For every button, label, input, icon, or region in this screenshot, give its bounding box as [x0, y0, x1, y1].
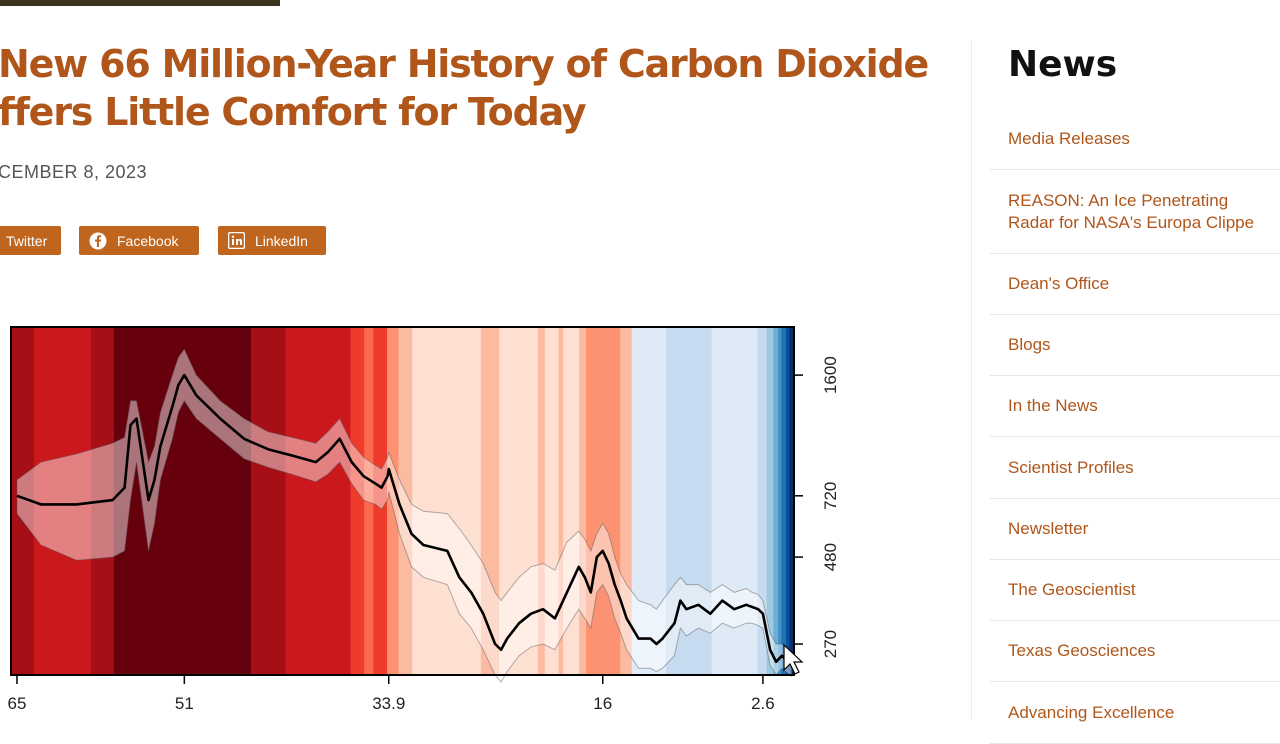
warming-stripe [412, 327, 482, 675]
sidebar-link[interactable]: Newsletter [1008, 519, 1089, 538]
sidebar-link-line: Radar for NASA's Europa Clippe [1008, 212, 1255, 232]
sidebar-link[interactable]: Scientist Profiles [1008, 457, 1134, 477]
sidebar-news-list: Media Releases REASON: An Ice Penetratin… [990, 108, 1280, 744]
share-twitter-button[interactable]: Twitter [0, 226, 61, 255]
cursor-arrow [783, 643, 804, 675]
x-tick-label: 65 [8, 694, 27, 713]
warming-stripe [773, 327, 779, 675]
chart-svg: 65 51 33.9 16 2.6 270 480 720 1600 [8, 326, 840, 713]
sidebar-item-blogs[interactable]: Blogs [990, 315, 1280, 376]
co2-line [16, 373, 793, 666]
sidebar-item-the-geoscientist[interactable]: The Geoscientist [990, 560, 1280, 621]
sidebar-item-advancing-excellence[interactable]: Advancing Excellence [990, 682, 1280, 744]
sidebar-title: News [1008, 44, 1118, 85]
x-tick-label: 51 [175, 694, 194, 713]
warming-stripe [558, 327, 564, 675]
warming-stripe [785, 327, 791, 675]
warming-stripe [285, 327, 344, 675]
warming-stripe [544, 327, 560, 675]
warming-stripe [33, 327, 92, 675]
sidebar-link[interactable]: Blogs [1008, 335, 1051, 354]
x-tick-label: 33.9 [372, 694, 405, 713]
warming-stripe [620, 327, 633, 675]
warming-stripe [364, 327, 374, 675]
sidebar-link-line: REASON: An Ice Penetrating [1008, 190, 1229, 210]
warming-stripe [757, 327, 768, 675]
warming-stripe [398, 327, 413, 675]
warming-stripe [499, 327, 521, 675]
warming-stripe [387, 327, 400, 675]
sidebar-item-scientist-profiles[interactable]: Scientist Profiles [990, 437, 1280, 499]
warming-stripe [11, 327, 35, 675]
sidebar-link[interactable]: In the News [1008, 396, 1098, 415]
warming-stripe [781, 327, 787, 675]
warming-stripe [563, 327, 580, 675]
warming-stripe [777, 327, 783, 675]
warming-stripe [373, 327, 388, 675]
sidebar-link[interactable]: Media Releases [1008, 128, 1130, 148]
y-tick-label: 270 [821, 630, 840, 658]
sidebar-item-newsletter[interactable]: Newsletter [990, 499, 1280, 560]
article-title-line2: ffers Little Comfort for Today [0, 90, 587, 134]
x-tick-label: 2.6 [751, 694, 775, 713]
share-linkedin-label: LinkedIn [255, 232, 308, 249]
warming-stripe [480, 327, 500, 675]
share-twitter-label: Twitter [6, 232, 48, 249]
sidebar-item-reason[interactable]: REASON: An Ice Penetrating Radar for NASA… [990, 170, 1280, 254]
co2-history-chart: 65 51 33.9 16 2.6 270 480 720 1600 [0, 300, 960, 720]
share-facebook-label: Facebook [117, 232, 179, 249]
warming-stripe [579, 327, 587, 675]
facebook-icon [89, 232, 107, 250]
warming-stripe [251, 327, 286, 675]
sidebar-item-media-releases[interactable]: Media Releases [990, 108, 1280, 170]
warming-stripe [766, 327, 775, 675]
share-linkedin-button[interactable]: LinkedIn [218, 226, 326, 255]
sidebar-link[interactable]: Texas Geosciences [1008, 641, 1156, 660]
article-title-line1: New 66 Million-Year History of Carbon Di… [0, 42, 929, 86]
sidebar-link[interactable]: REASON: An Ice Penetrating Radar for NASA… [1008, 190, 1254, 234]
share-facebook-button[interactable]: Facebook [79, 226, 199, 255]
article-title: New 66 Million-Year History of Carbon Di… [0, 40, 958, 136]
linkedin-icon [228, 232, 245, 249]
article-date: CEMBER 8, 2023 [0, 162, 148, 182]
sidebar-link[interactable]: Dean's Office [1008, 274, 1110, 293]
y-tick-label: 720 [821, 482, 840, 510]
warming-stripe [182, 327, 252, 675]
sidebar-item-in-the-news[interactable]: In the News [990, 376, 1280, 437]
warming-stripe [519, 327, 539, 675]
warming-stripe [342, 327, 352, 675]
warming-stripe [665, 327, 713, 675]
warming-stripe [789, 327, 795, 675]
mouse-cursor-icon [783, 643, 804, 675]
warming-stripe [585, 327, 621, 675]
warming-stripe [631, 327, 667, 675]
sidebar-divider [971, 40, 972, 720]
y-tick-label: 480 [821, 543, 840, 571]
sidebar-item-deans-office[interactable]: Dean's Office [990, 254, 1280, 315]
sidebar-item-texas-geosciences[interactable]: Texas Geosciences [990, 621, 1280, 682]
x-tick-label: 16 [593, 694, 612, 713]
warming-stripe [711, 327, 759, 675]
plot-frame [10, 326, 795, 676]
header-image-strip [0, 0, 280, 6]
sidebar-link[interactable]: The Geoscientist [1008, 580, 1136, 599]
sidebar-link[interactable]: Advancing Excellence [1008, 702, 1175, 722]
y-tick-label: 1600 [821, 356, 840, 394]
warming-stripe [350, 327, 365, 675]
warming-stripe [537, 327, 546, 675]
